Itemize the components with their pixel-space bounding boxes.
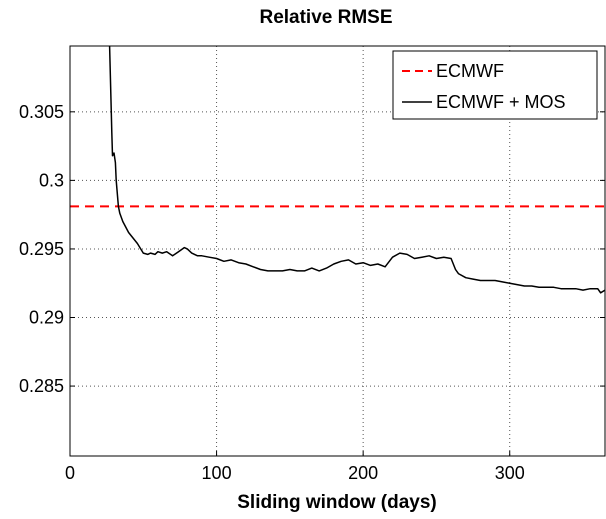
series-line-ecmwf-mos	[108, 45, 606, 294]
y-tick-label: 0.3	[39, 170, 64, 190]
x-tick-label: 300	[495, 463, 525, 483]
x-tick-label: 100	[202, 463, 232, 483]
plot-frame	[69, 45, 606, 457]
legend: ECMWF ECMWF + MOS	[392, 50, 598, 120]
legend-label-ecmwf-mos: ECMWF + MOS	[436, 92, 566, 112]
y-tick-label: 0.295	[19, 239, 64, 259]
x-axis-label: Sliding window (days)	[237, 492, 437, 513]
x-tick-label: 200	[348, 463, 378, 483]
x-axis: 0 100 200 300	[65, 451, 525, 483]
chart-title: Relative RMSE	[259, 7, 392, 28]
legend-label-ecmwf: ECMWF	[436, 61, 504, 81]
y-tick-label: 0.29	[29, 308, 64, 328]
y-axis: 0.285 0.29 0.295 0.3 0.305	[19, 102, 605, 396]
y-tick-label: 0.305	[19, 102, 64, 122]
x-tick-label: 0	[65, 463, 75, 483]
series-layer	[70, 45, 606, 294]
legend-box	[392, 50, 598, 120]
y-tick-label: 0.285	[19, 376, 64, 396]
